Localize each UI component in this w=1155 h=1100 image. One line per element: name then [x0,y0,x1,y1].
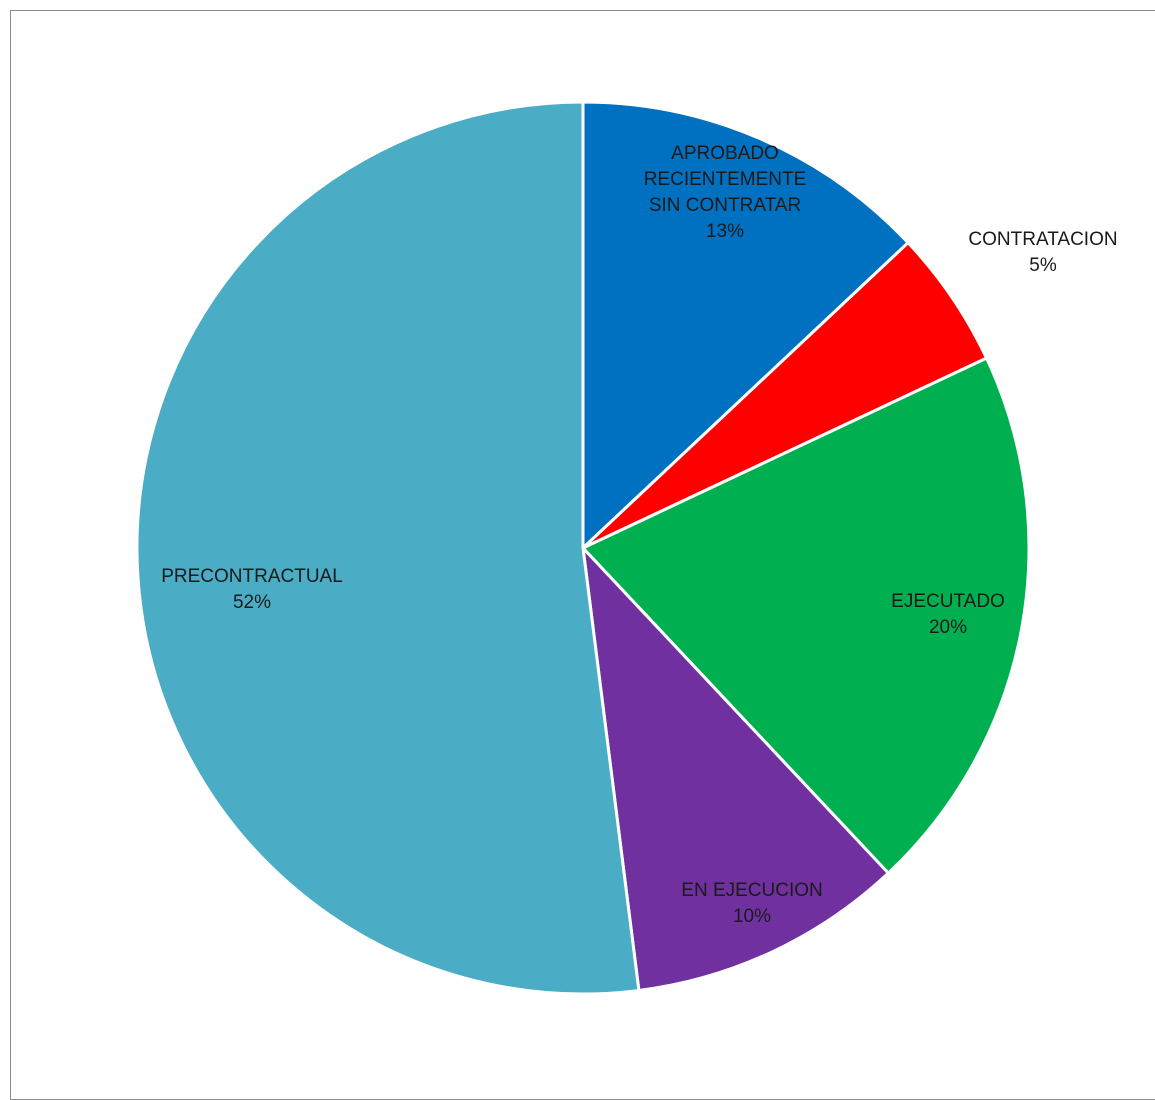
slice-percent-label: 52% [233,592,271,613]
slice-percent-label: 20% [929,617,967,638]
pie-slice-4 [581,546,890,992]
slice-category-label: EJECUTADO [891,591,1005,612]
slice-label-2: CONTRATACION 5% [968,229,1117,276]
slice-category-label: SIN CONTRATAR [649,195,801,216]
slice-label-1: APROBADO RECIENTEMENTE SIN CONTRATAR 13% [644,143,807,242]
slice-label-4: EN EJECUCION 10% [681,880,822,927]
pie-slice-1 [581,100,910,550]
slice-category-label: RECIENTEMENTE [644,169,807,190]
slice-category-label: CONTRATACION [968,229,1117,250]
slice-category-label: PRECONTRACTUAL [161,566,343,587]
slice-percent-label: 5% [1029,255,1057,276]
slice-percent-label: 13% [706,221,744,242]
slice-category-label: EN EJECUCION [681,880,822,901]
pie-labels: APROBADO RECIENTEMENTE SIN CONTRATAR 13% CON… [161,143,1117,927]
pie-slices [135,100,1031,996]
pie-slice-5 [135,100,641,996]
slice-category-label: APROBADO [671,143,779,164]
slice-percent-label: 10% [733,906,771,927]
slice-label-3: EJECUTADO 20% [891,591,1005,638]
pie-slice-3 [581,356,1031,875]
slice-label-5: PRECONTRACTUAL 52% [161,566,343,613]
